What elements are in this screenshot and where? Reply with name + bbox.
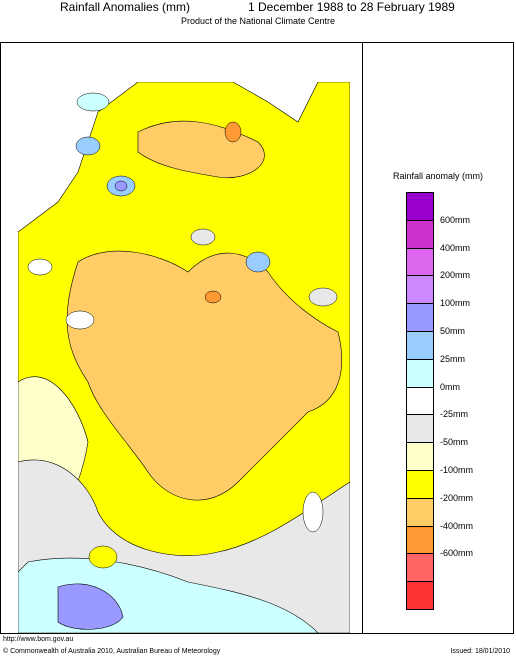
grey-patch-centre (190, 228, 216, 246)
orange-region-central (66, 250, 343, 501)
legend-swatches (406, 192, 434, 610)
legend-label: 600mm (440, 214, 471, 225)
legend-swatch (406, 192, 434, 221)
legend-label: 200mm (440, 270, 471, 281)
map-subtitle: Product of the National Climate Centre (180, 16, 336, 26)
legend-title: Rainfall anomaly (mm) (392, 171, 484, 181)
legend-swatch (406, 358, 434, 388)
legend-swatch (406, 275, 434, 305)
legend-label: 400mm (440, 242, 471, 253)
legend-label: 25mm (440, 353, 466, 364)
legend-swatch (406, 303, 434, 332)
footer-issued-date: Issued: 18/01/2010 (450, 648, 510, 655)
legend-label: -100mm (440, 465, 474, 475)
legend-label: 0mm (440, 381, 460, 392)
cyan-patch-north (76, 92, 110, 112)
map-period: 1 December 1988 to 28 February 1989 (248, 0, 455, 14)
legend-swatch (406, 330, 434, 360)
purple-patch-north (114, 180, 128, 192)
legend-divider (362, 42, 363, 634)
footer-url[interactable]: http://www.bom.gov.au (3, 636, 74, 643)
legend-swatch (406, 525, 434, 555)
dark-orange-patch (224, 121, 242, 143)
legend-label: -25mm (440, 409, 469, 420)
legend-swatch (406, 414, 434, 444)
white-patch-southeast (302, 491, 324, 533)
legend-label: -50mm (440, 437, 469, 448)
footer-copyright: © Commonwealth of Australia 2010, Austra… (3, 648, 221, 655)
legend-label: -600mm (440, 548, 474, 559)
legend-label: -400mm (440, 520, 474, 531)
blue-patch-northwest (75, 136, 101, 156)
yellow-patch-south (88, 545, 118, 569)
legend-label: 100mm (440, 298, 471, 309)
legend-swatch (406, 386, 434, 416)
legend-label: 50mm (440, 326, 466, 336)
legend-swatch (406, 219, 434, 249)
legend-swatch (406, 497, 434, 527)
blue-region-south (57, 583, 124, 630)
white-patch-centre (65, 310, 95, 330)
map-frame (0, 42, 514, 634)
legend-swatch (406, 469, 434, 499)
white-patch-west (27, 258, 53, 276)
legend-swatch (406, 581, 434, 610)
map-title: Rainfall Anomalies (mm) (60, 0, 191, 14)
anomaly-map (18, 82, 350, 633)
legend-swatch (406, 553, 434, 583)
legend-swatch (406, 442, 434, 471)
legend-label: -200mm (440, 492, 474, 503)
legend-swatch (406, 247, 434, 277)
dark-orange-patch (204, 290, 222, 304)
white-patch-east (308, 287, 338, 307)
blue-patch-east (245, 251, 271, 273)
